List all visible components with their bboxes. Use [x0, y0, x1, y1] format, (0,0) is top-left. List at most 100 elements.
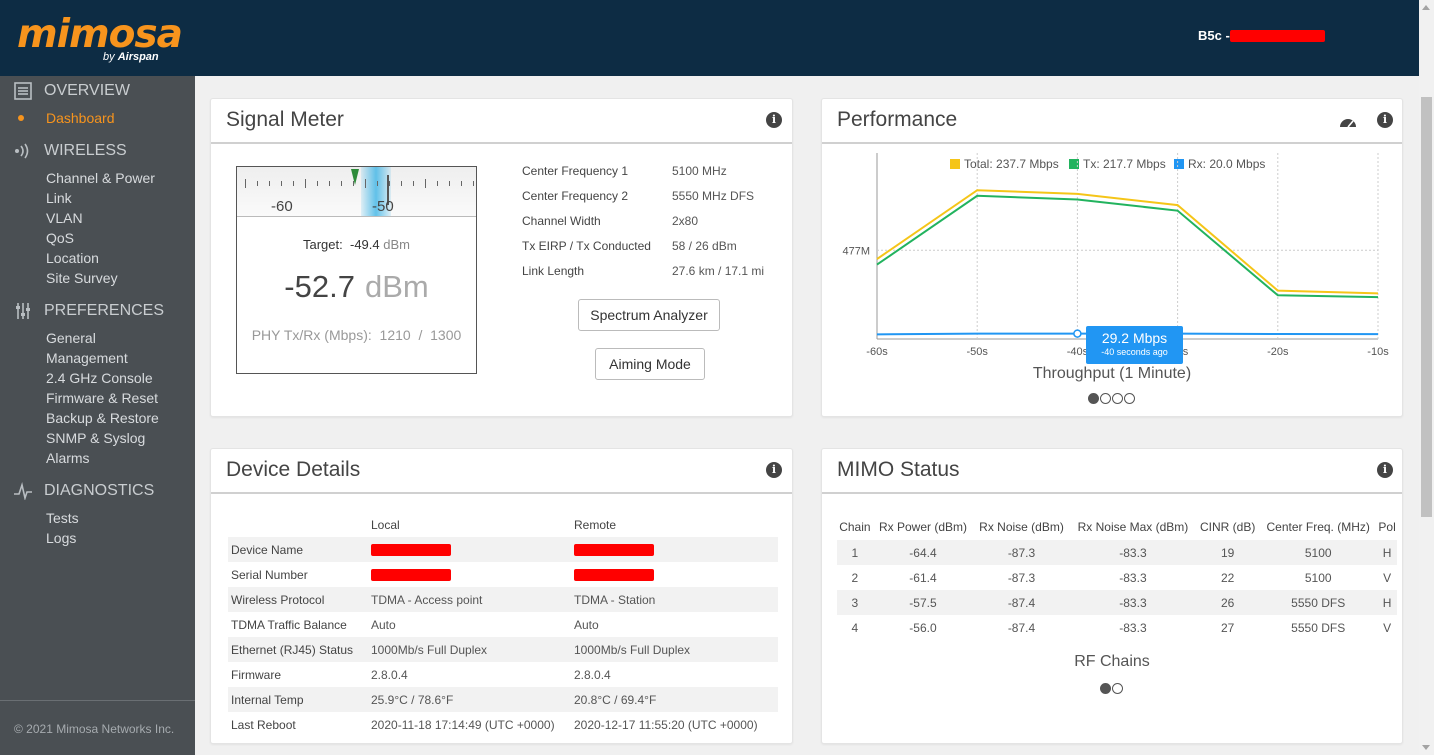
sidebar-divider [0, 700, 195, 701]
aiming-mode-button[interactable]: Aiming Mode [595, 348, 705, 380]
page-scrollbar[interactable] [1419, 0, 1434, 755]
table-row: TDMA Traffic Balance Auto Auto [228, 612, 778, 637]
sidebar-item-qos[interactable]: QoS [46, 230, 75, 246]
logo-sub-prefix: by [103, 51, 115, 63]
table-cell: 26 [1196, 590, 1260, 615]
column-header: Pol [1378, 520, 1396, 534]
nav-section-label: DIAGNOSTICS [44, 482, 155, 499]
sidebar-item-logs[interactable]: Logs [46, 530, 77, 546]
table-cell: H [1377, 540, 1397, 565]
info-icon[interactable]: i [1377, 112, 1393, 128]
divider [211, 142, 792, 144]
redacted-remote-value [571, 562, 778, 587]
detail-label: Center Frequency 2 [522, 189, 629, 203]
chart-pager[interactable] [1088, 393, 1135, 404]
gauge-tick [461, 181, 462, 186]
gauge-tick [269, 181, 270, 186]
gauge-tick [425, 179, 426, 188]
pager-dot[interactable] [1112, 393, 1123, 404]
divider [822, 142, 1402, 144]
sidebar-item-firmware-reset[interactable]: Firmware & Reset [46, 390, 159, 406]
panel-title: Performance [837, 108, 958, 131]
info-icon[interactable]: i [1377, 462, 1393, 478]
sidebar-item-snmp-syslog[interactable]: SNMP & Syslog [46, 430, 146, 446]
pager-dot[interactable] [1100, 683, 1111, 694]
mimosa-logo[interactable]: mimosa [17, 12, 183, 57]
row-label: Wireless Protocol [228, 587, 368, 612]
sidebar-item-channel-power[interactable]: Channel & Power [46, 170, 155, 186]
scrollbar-thumb[interactable] [1421, 97, 1432, 517]
rf-chains-title: RF Chains [1074, 653, 1150, 670]
chart-title: Throughput (1 Minute) [1032, 365, 1192, 382]
row-label: Last Reboot [231, 717, 296, 732]
detail-value: 27.6 km / 17.1 mi [672, 264, 765, 278]
detail-value: 5550 MHz DFS [672, 189, 755, 203]
active-dot-icon [18, 115, 24, 121]
scale-label: -60 [271, 198, 293, 215]
nav-section-preferences[interactable]: PREFERENCES [12, 302, 164, 320]
signal-meter-panel: Signal Meter i -60 -50 Target: -49.4 dBm… [210, 98, 793, 417]
redaction-mark [574, 544, 654, 557]
sidebar-item-console[interactable]: 2.4 GHz Console [46, 370, 153, 386]
speedometer-icon[interactable] [1338, 113, 1358, 134]
pager-dot[interactable] [1124, 393, 1135, 404]
sidebar-item-general[interactable]: General [46, 330, 96, 346]
nav-section-wireless[interactable]: WIRELESS [12, 142, 127, 160]
scroll-up-icon[interactable] [1422, 5, 1430, 10]
device-details-panel: Device Details i Local Remote Device Nam… [210, 448, 793, 744]
series-line [876, 194, 1379, 299]
gauge-tick [245, 179, 246, 188]
detail-value: 2x80 [672, 214, 699, 228]
gauge-tick [305, 179, 306, 188]
row-label: Internal Temp [228, 687, 368, 712]
table-row: 2 -61.4 -87.3 -83.3 22 5100 V [837, 565, 1397, 590]
info-icon[interactable]: i [766, 112, 782, 128]
legend-tx[interactable]: Tx: 217.7 Mbps [1069, 157, 1166, 171]
nav-section-diagnostics[interactable]: DIAGNOSTICS [12, 482, 154, 500]
table-cell: -83.3 [1119, 570, 1147, 585]
table-cell: 3 [837, 590, 873, 615]
tooltip-value: 29.2 Mbps [1101, 330, 1168, 346]
pager-dot[interactable] [1100, 393, 1111, 404]
panel-title: Signal Meter [226, 108, 344, 131]
sidebar-item-backup-restore[interactable]: Backup & Restore [46, 410, 159, 426]
pager-dot[interactable] [1088, 393, 1099, 404]
table-row: Internal Temp 25.9°C / 78.6°F 20.8°C / 69.… [228, 687, 778, 712]
logo-subtitle: by Airspan [103, 51, 159, 63]
sidebar-item-dashboard[interactable]: Dashboard [46, 110, 115, 126]
detail-label: Tx EIRP / Tx Conducted [522, 239, 651, 253]
scroll-down-icon[interactable] [1422, 745, 1430, 750]
table-cell: -57.5 [872, 590, 974, 615]
legend-swatch [1174, 159, 1184, 169]
table-cell: 2 [851, 570, 859, 585]
sidebar-item-management[interactable]: Management [46, 350, 128, 366]
legend-total[interactable]: Total: 237.7 Mbps [950, 157, 1059, 171]
sidebar-item-link[interactable]: Link [46, 190, 72, 206]
sidebar-item-alarms[interactable]: Alarms [46, 450, 90, 466]
gauge-tick [293, 181, 294, 186]
pager-dot[interactable] [1112, 683, 1123, 694]
sidebar-item-tests[interactable]: Tests [46, 510, 79, 526]
table-row: 4 -56.0 -87.4 -83.3 27 5550 DFS V [837, 615, 1397, 640]
legend-rx[interactable]: Rx: 20.0 Mbps [1174, 157, 1265, 171]
redacted-device-name [1230, 30, 1325, 42]
table-cell: 5100 [1259, 540, 1378, 565]
legend-swatch [950, 159, 960, 169]
spectrum-analyzer-button[interactable]: Spectrum Analyzer [578, 299, 720, 331]
gauge-scale: -60 -50 [237, 167, 476, 217]
rf-chains-pager[interactable] [1100, 683, 1123, 694]
gauge-needle [387, 175, 389, 205]
row-label: TDMA Traffic Balance [231, 617, 347, 632]
info-icon[interactable]: i [766, 462, 782, 478]
mimo-table: Chain Rx Power (dBm) Rx Noise (dBm) Rx Nois… [837, 514, 1397, 640]
table-cell: 1 [837, 540, 873, 565]
sidebar-item-location[interactable]: Location [46, 250, 99, 266]
sidebar-item-site-survey[interactable]: Site Survey [46, 270, 118, 286]
list-icon [12, 82, 34, 100]
sidebar-item-vlan[interactable]: VLAN [46, 210, 83, 226]
nav-section-overview[interactable]: OVERVIEW [12, 82, 130, 100]
tooltip-subtext: -40 seconds ago [1101, 347, 1168, 357]
gauge-tick [341, 181, 342, 186]
logo-sub-brand: Airspan [117, 51, 159, 63]
nav-section-label: WIRELESS [44, 142, 127, 159]
